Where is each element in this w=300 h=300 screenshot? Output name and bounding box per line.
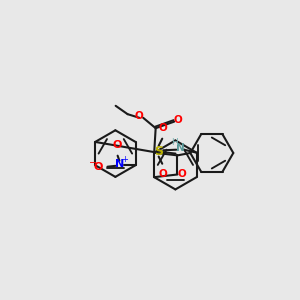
Text: S: S bbox=[154, 145, 163, 158]
Text: −: − bbox=[89, 158, 97, 168]
Text: O: O bbox=[135, 111, 144, 121]
Text: N: N bbox=[176, 143, 184, 153]
Text: +: + bbox=[121, 155, 128, 164]
Text: O: O bbox=[178, 169, 186, 179]
Text: N: N bbox=[116, 159, 124, 169]
Text: H: H bbox=[171, 138, 178, 147]
Text: O: O bbox=[94, 162, 103, 172]
Text: O: O bbox=[174, 115, 183, 125]
Text: O: O bbox=[158, 123, 167, 133]
Text: O: O bbox=[113, 140, 122, 150]
Text: O: O bbox=[158, 169, 167, 179]
